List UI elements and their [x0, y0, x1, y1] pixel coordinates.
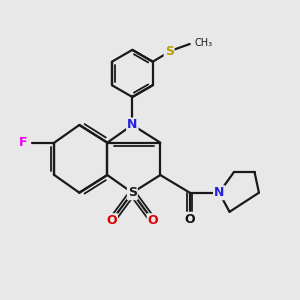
Text: O: O	[106, 214, 117, 227]
Text: N: N	[127, 118, 137, 131]
Text: N: N	[214, 186, 224, 199]
Text: O: O	[184, 213, 195, 226]
Text: S: S	[128, 186, 137, 199]
Text: S: S	[165, 45, 174, 58]
Text: O: O	[148, 214, 158, 227]
Text: CH₃: CH₃	[194, 38, 212, 47]
Text: F: F	[19, 136, 28, 149]
